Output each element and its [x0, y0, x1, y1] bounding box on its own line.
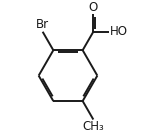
Text: O: O [89, 1, 98, 14]
Text: CH₃: CH₃ [82, 120, 104, 133]
Text: Br: Br [36, 18, 49, 31]
Text: HO: HO [110, 25, 128, 38]
